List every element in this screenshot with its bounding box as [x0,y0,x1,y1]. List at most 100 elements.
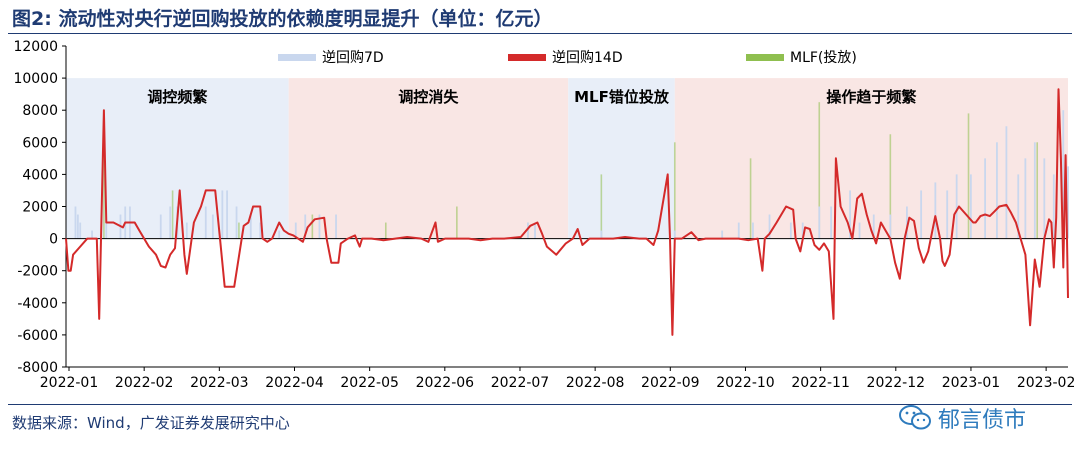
wechat-icon [899,405,931,430]
region-label-4: 操作趋于频繁 [826,88,917,106]
x-tick-label: 2022-04 [265,375,324,391]
mlf-bar [749,158,752,239]
rr7d-bar [294,222,297,239]
mlf-bar [456,206,458,239]
legend-label-2: 逆回购14D [552,50,623,66]
legend: 逆回购7D 逆回购14D MLF(投放) [278,50,857,66]
x-tick-label: 2022-08 [566,375,625,391]
rr7d-bar [259,222,262,239]
watermark: 郁言债市 [898,402,1026,434]
x-tick-label: 2022-02 [115,375,174,391]
rr7d-bar [996,142,998,239]
legend-label-3: MLF(投放) [790,50,857,66]
rr7d-bar [169,206,172,239]
x-tick-label: 2022-07 [491,375,550,391]
rr7d-bar [79,222,82,239]
watermark-text: 郁言债市 [938,408,1027,433]
rr7d-bar [304,214,307,239]
rr7d-bar [1005,126,1008,239]
legend-label-1: 逆回购7D [322,50,384,66]
y-tick-label: 4000 [22,167,58,183]
title-rule [8,33,1072,34]
mlf-bar [384,222,387,239]
rr7d-bar [801,222,804,239]
region-3 [568,78,675,239]
rr7d-bar [830,206,833,239]
rr7d-bar [185,222,188,239]
x-tick-label: 2022-01 [40,375,99,391]
region-label-3: MLF错位投放 [574,88,670,106]
mlf-bar [818,102,821,239]
chart-area: 调控频繁 调控消失 MLF错位投放 操作趋于频繁 -8000 -6000 -4000 -20… [13,39,1075,391]
mlf-bar [311,214,314,239]
rr7d-bar [737,222,740,239]
rr7d-bar [1017,174,1020,239]
region-label-2: 调控消失 [398,88,459,106]
legend-swatch-1 [278,54,316,61]
source-note: 数据来源：Wind，广发证券发展研究中心 [12,414,290,432]
rr7d-bar [721,230,724,239]
rr7d-bar [76,214,79,239]
axes: -8000 -6000 -4000 -2000 0 2000 4000 6000 8000 100… [13,39,1075,391]
rr7d-bar [1052,174,1055,239]
y-tick-label: -4000 [17,296,58,312]
x-tick-label: 2022-09 [641,375,700,391]
rr7d-bar [211,214,214,239]
y-tick-label: -8000 [17,360,58,376]
rr7d-bar [534,222,536,239]
rr7d-bar [969,174,972,239]
legend-swatch-3 [746,54,784,61]
rr7d-bar [934,182,937,239]
y-tick-label: 2000 [22,200,58,216]
mlf-bar [1036,142,1039,239]
legend-swatch-2 [508,54,546,61]
region-label-1: 调控频繁 [147,88,208,106]
y-tick-label: -2000 [17,264,58,280]
x-tick-label: 2023-01 [942,375,1001,391]
rr7d-bar [1062,110,1065,239]
x-tick-label: 2022-10 [716,375,775,391]
rr7d-bar [872,214,875,239]
x-tick-label: 2022-06 [416,375,475,391]
rr14d-series-line [65,88,1069,336]
figure-number: 图2: [12,8,52,30]
rr7d-bar [249,214,252,239]
rr7d-bar [527,222,529,239]
rr7d-bar [955,174,958,239]
y-tick-label: 8000 [22,103,58,119]
rr7d-bar [278,230,281,239]
x-tick-label: 2022-12 [867,375,926,391]
y-tick-label: 6000 [22,135,58,151]
mlf-bar [171,190,174,239]
y-tick-label: 12000 [13,39,58,55]
rr7d-bar [889,214,892,239]
rr7d-bar [906,206,908,239]
rr7d-bar [1043,158,1046,239]
x-tick-label: 2023-02 [1017,375,1076,391]
rr7d-bar [789,222,792,239]
rr7d-bar [1033,142,1036,239]
rr7d-bar [984,158,986,239]
mlf-bar [103,126,105,239]
y-tick-label: 10000 [13,71,58,87]
rr7d-bar [204,206,207,239]
mlf-bar [889,134,892,239]
rr7d-bar [335,214,337,239]
rr7d-bar [74,206,77,239]
rr7d-bar [105,222,108,239]
rr7d-bar [235,206,238,239]
rr7d-bar [768,214,771,239]
figure-title: 图2: 流动性对央行逆回购投放的依赖度明显提升（单位：亿元） [12,4,552,31]
rr7d-bar [752,222,754,239]
rr7d-bar [1067,166,1069,239]
mlf-bars [103,102,1039,239]
rr7d-bar [226,190,228,239]
rr7d-bar [1024,158,1027,239]
region-shading [66,78,1068,239]
y-tick-label: 0 [49,232,58,248]
y-tick-label: -6000 [17,328,58,344]
rr7d-bar [858,222,861,239]
rr7d-bar [920,190,923,239]
rr7d-bar [600,230,603,239]
region-4 [674,78,1068,239]
